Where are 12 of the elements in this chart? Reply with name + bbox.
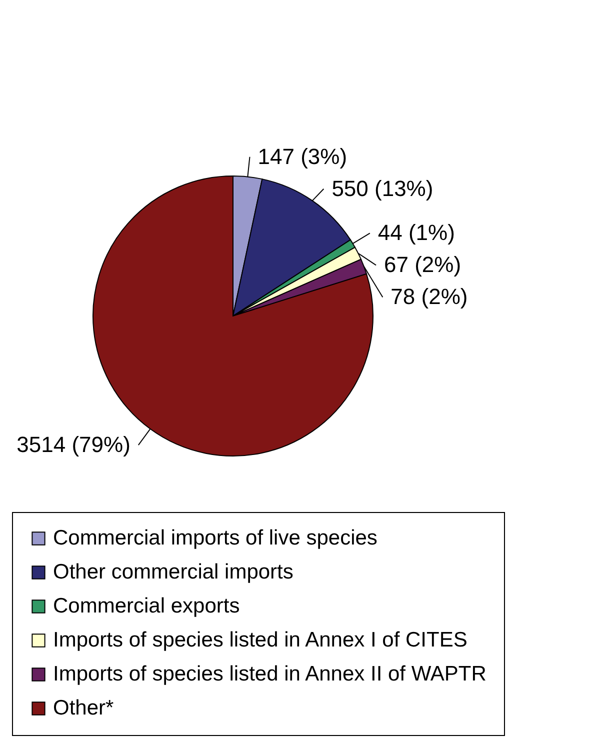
data-label: 3514 (79%) xyxy=(16,432,130,458)
data-label: 44 (1%) xyxy=(378,220,455,246)
data-label: 67 (2%) xyxy=(384,252,462,278)
legend-label: Commercial exports xyxy=(53,594,240,618)
data-label: 147 (3%) xyxy=(258,144,348,169)
legend-label: Other commercial imports xyxy=(53,560,294,584)
legend-label: Other* xyxy=(53,696,114,720)
legend-label: Commercial imports of live species xyxy=(53,526,378,550)
legend-label: Imports of species listed in Annex I of CITES xyxy=(53,628,468,652)
data-label: 78 (2%) xyxy=(390,284,468,310)
data-label: 550 (13%) xyxy=(332,176,434,201)
legend-label: Imports of species listed in Annex II of WAPTR xyxy=(53,662,486,686)
